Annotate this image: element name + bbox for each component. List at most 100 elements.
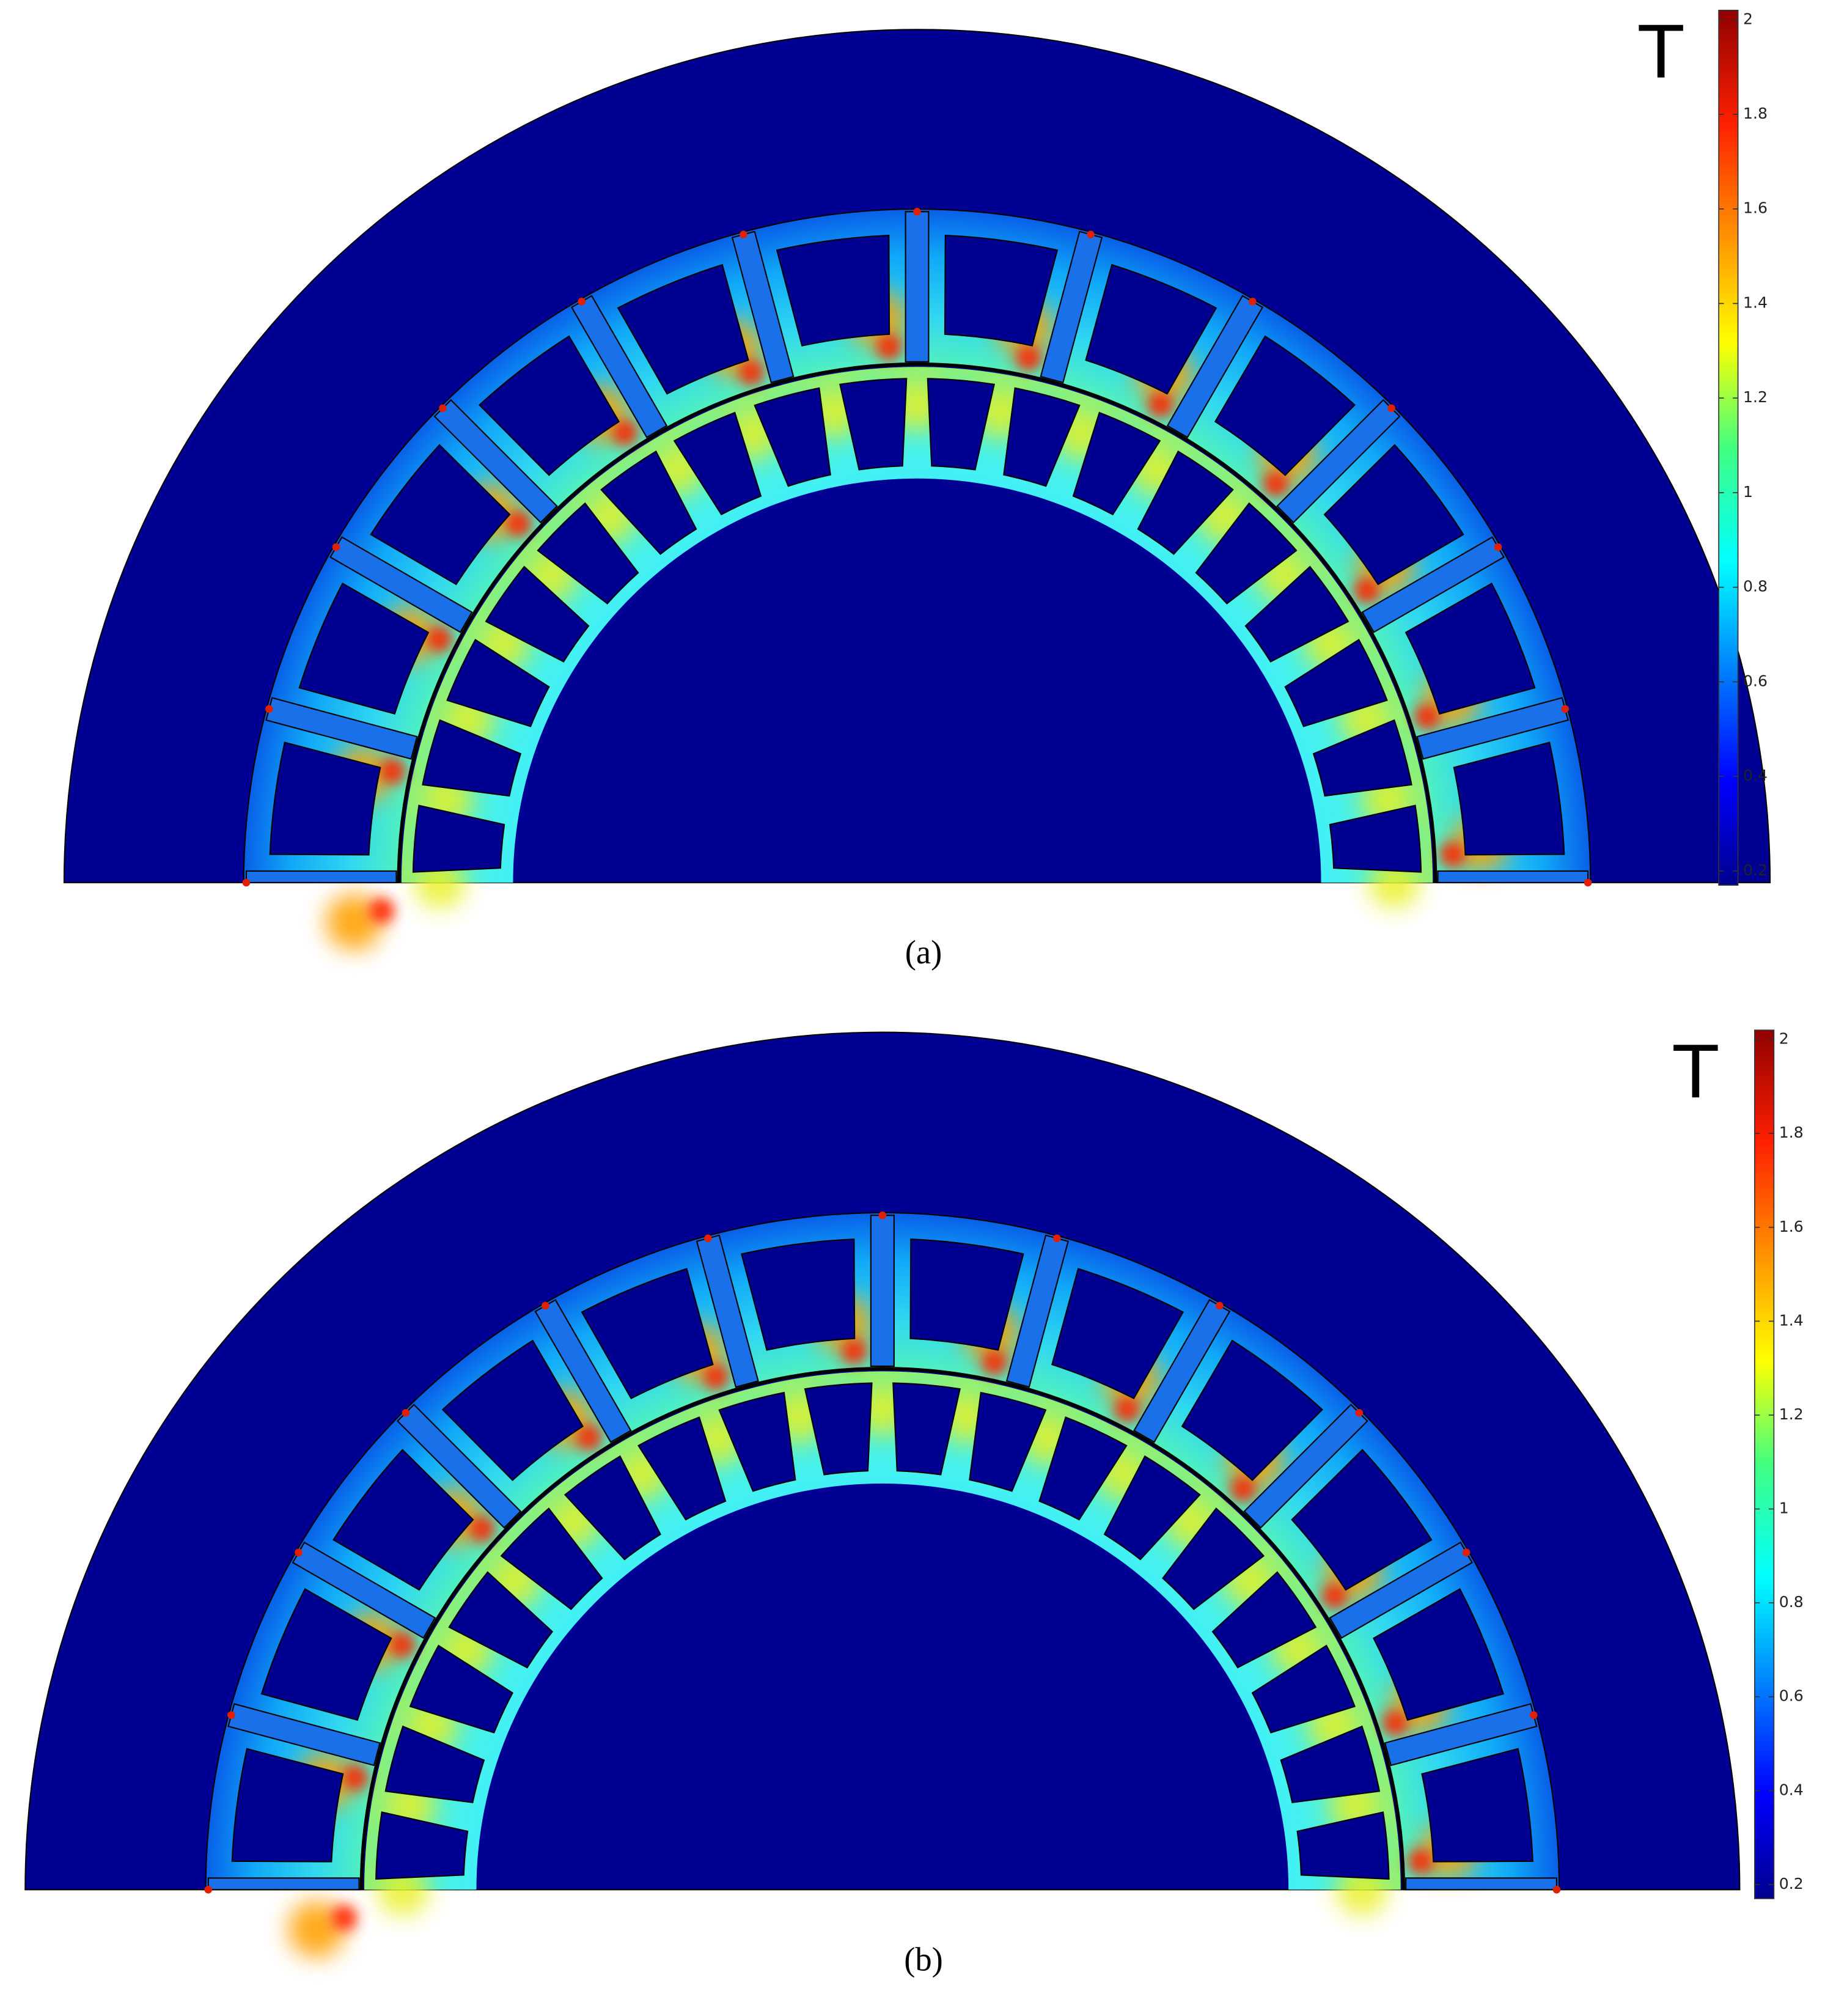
colorbar-tick-label: 1.6 (1743, 199, 1768, 217)
magnet (905, 211, 930, 362)
stator-flux-peak (1382, 1710, 1408, 1736)
magnet (1437, 870, 1589, 883)
stator-flux-peak (576, 1424, 602, 1451)
magnet-edge (332, 543, 340, 551)
rotor-slot (446, 639, 550, 727)
rotor-slot (1284, 639, 1388, 727)
colorbar-tick-label: 1 (1743, 483, 1753, 501)
magnet-edge (439, 404, 447, 413)
magnet-edge (265, 705, 273, 713)
stator-slot (1373, 1588, 1504, 1721)
rotor-slot (1329, 804, 1422, 873)
stator-flux-peak (1230, 1476, 1256, 1503)
magnet-edge (1462, 1548, 1471, 1557)
colorbar-tick-label: 0.6 (1779, 1687, 1804, 1705)
machine-plot (63, 29, 1771, 951)
stator-slot (1291, 1449, 1433, 1591)
magnet-edge (295, 1548, 303, 1557)
stator-slot (741, 1238, 856, 1351)
colorbar-tick-label: 1.6 (1779, 1218, 1804, 1235)
stator-flux-peak (876, 334, 902, 360)
stator-flux-peak (982, 1349, 1008, 1376)
stator-slot (1405, 583, 1536, 715)
magnet-edge (242, 878, 251, 887)
colorbar (1754, 1029, 1775, 1899)
stator-slot (1453, 741, 1565, 856)
magnet-edge (541, 1301, 549, 1310)
stator-slot (1214, 335, 1356, 476)
rotor-slot (637, 1416, 727, 1521)
colorbar-tick-label: 1 (1779, 1499, 1789, 1517)
stator-flux-peak (389, 1632, 416, 1658)
stator-flux-peak (369, 897, 395, 924)
stator-flux-peak (380, 758, 406, 784)
stator-slot (298, 583, 430, 715)
magnet-edge (402, 1408, 410, 1417)
colorbar-tick-label: 2 (1743, 10, 1753, 28)
stator-flux-peak (331, 1905, 358, 1931)
rotor-slot (1195, 502, 1298, 605)
rotor-slot (384, 1725, 485, 1803)
rotor-slot (754, 387, 831, 487)
colorbar-tick-label: 0.4 (1743, 767, 1768, 784)
stator-flux-peak (1015, 345, 1041, 371)
magnet-edge (1387, 404, 1395, 413)
rotor-slot (1280, 1725, 1381, 1803)
stator-flux-peak (1263, 471, 1289, 497)
colorbar-tick-label: 1.4 (1779, 1311, 1804, 1329)
stator-slot (269, 741, 381, 856)
air-gap (360, 1367, 1405, 1890)
stator-flux-peak (505, 510, 532, 537)
magnet (1405, 1877, 1557, 1891)
magnet-edge (204, 1885, 213, 1894)
magnet-edge (1355, 1408, 1364, 1417)
magnet-edge (913, 207, 921, 216)
stator-flux-peak (469, 1516, 495, 1542)
magnet-edge (578, 298, 586, 306)
rotor-slot (409, 1644, 514, 1734)
magnet (207, 1877, 360, 1891)
rotor-slot (1072, 411, 1161, 516)
rotor-slot (448, 1571, 554, 1669)
magnet-edge (1494, 543, 1502, 551)
stator-slot (617, 263, 749, 395)
stator-slot (231, 1748, 344, 1863)
stator-flux (288, 1900, 345, 1958)
colorbar-tick-label: 2 (1779, 1030, 1789, 1048)
colorbar-unit: T (1639, 11, 1684, 95)
magnet-edge (1053, 1234, 1061, 1243)
stator-slot (1323, 444, 1464, 586)
stator-flux-peak (1414, 704, 1440, 730)
rotor-slot (500, 1507, 603, 1611)
stator-slot (776, 234, 890, 347)
rotor-slot (412, 804, 505, 873)
rotor-slot (375, 1811, 469, 1880)
colorbar-tick-label: 0.8 (1779, 1593, 1804, 1611)
stator-flux-peak (426, 626, 452, 652)
stator-slot (581, 1268, 714, 1400)
stator-slot (370, 444, 511, 586)
rotor-slot (1137, 450, 1234, 555)
colorbar (1718, 9, 1739, 886)
rotor-slot (892, 1382, 961, 1476)
stator-slot (1181, 1339, 1323, 1481)
panel-label: (b) (904, 1940, 943, 1977)
rotor-slot (1162, 1507, 1265, 1611)
colorbar-tick-label: 1.2 (1779, 1405, 1804, 1423)
colorbar-tick-label: 1.8 (1779, 1124, 1804, 1141)
machine-plot (24, 1031, 1741, 1958)
rotor-slot (839, 378, 908, 471)
rotor-slot (422, 719, 522, 797)
colorbar-tick-label: 1.8 (1743, 105, 1768, 122)
magnet-edge (1552, 1885, 1561, 1894)
stator-slot (260, 1588, 392, 1721)
rotor-slot (718, 1391, 796, 1492)
magnet-edge (1216, 1301, 1224, 1310)
rotor-slot (1251, 1644, 1356, 1734)
rotor-slot (1312, 719, 1412, 797)
rotor-slot (969, 1391, 1047, 1492)
stator-slot (909, 1238, 1024, 1351)
magnet-edge (1529, 1711, 1538, 1720)
stator-slot (1051, 1268, 1184, 1400)
